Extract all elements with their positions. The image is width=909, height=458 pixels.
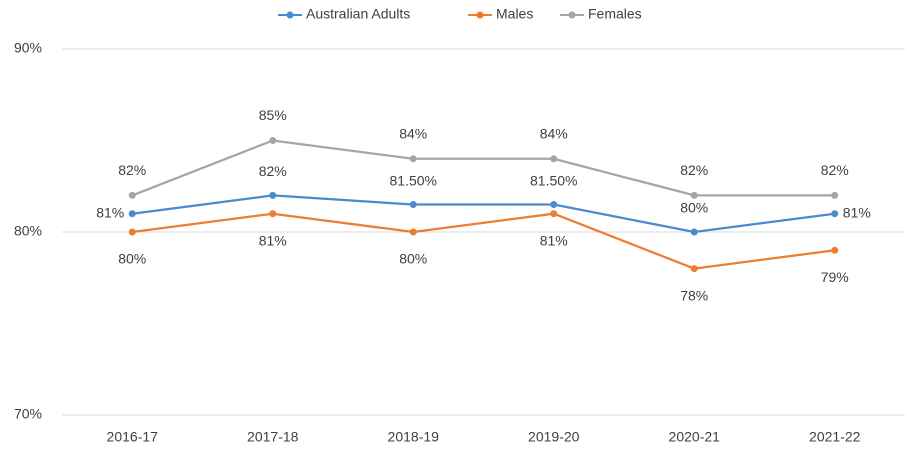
data-label: 78% bbox=[680, 287, 708, 303]
data-label: 80% bbox=[118, 251, 146, 267]
series-line bbox=[132, 212, 835, 270]
data-point bbox=[128, 228, 136, 236]
data-point bbox=[409, 201, 417, 209]
x-tick-label: 2019-20 bbox=[528, 429, 580, 445]
data-label: 81% bbox=[843, 204, 871, 220]
data-point bbox=[269, 191, 277, 199]
data-point bbox=[128, 210, 136, 218]
series-line bbox=[132, 194, 835, 234]
data-label: 81% bbox=[540, 232, 568, 248]
data-label: 82% bbox=[118, 162, 146, 178]
data-label: 84% bbox=[540, 126, 568, 142]
data-point bbox=[269, 137, 277, 144]
data-point bbox=[831, 246, 839, 254]
legend-label: Australian Adults bbox=[306, 6, 410, 22]
x-tick-label: 2017-18 bbox=[247, 429, 299, 445]
x-tick-label: 2018-19 bbox=[388, 429, 440, 445]
series-line bbox=[131, 139, 835, 197]
data-label: 80% bbox=[399, 251, 427, 267]
data-label: 84% bbox=[399, 126, 427, 142]
x-tick-label: 2016-17 bbox=[107, 429, 159, 445]
legend-label: Females bbox=[588, 6, 642, 22]
data-point bbox=[550, 210, 558, 218]
legend-marker bbox=[568, 11, 576, 19]
data-point bbox=[269, 210, 277, 218]
y-tick-label: 80% bbox=[14, 223, 42, 239]
data-point bbox=[690, 228, 698, 236]
data-point bbox=[409, 155, 417, 163]
data-point bbox=[831, 210, 839, 218]
data-label: 80% bbox=[680, 200, 708, 216]
data-label: 81% bbox=[259, 232, 287, 248]
data-label: 79% bbox=[821, 269, 849, 285]
legend-marker bbox=[286, 11, 294, 19]
data-point bbox=[550, 201, 558, 209]
data-label: 81% bbox=[96, 204, 124, 220]
legend-label: Males bbox=[496, 6, 533, 22]
legend-marker bbox=[476, 11, 484, 19]
data-point bbox=[550, 155, 558, 163]
data-label: 82% bbox=[259, 163, 287, 179]
y-tick-label: 70% bbox=[14, 406, 42, 422]
data-point bbox=[128, 191, 136, 199]
data-label: 81.50% bbox=[530, 172, 577, 188]
x-tick-label: 2021-22 bbox=[809, 429, 861, 445]
data-label: 81.50% bbox=[390, 172, 437, 188]
data-label: 82% bbox=[821, 162, 849, 178]
x-tick-label: 2020-21 bbox=[669, 429, 721, 445]
data-point bbox=[690, 265, 698, 273]
data-label: 85% bbox=[259, 107, 287, 123]
data-point bbox=[409, 228, 417, 236]
data-point bbox=[690, 191, 698, 199]
data-point bbox=[831, 191, 839, 199]
data-label: 82% bbox=[680, 162, 708, 178]
y-tick-label: 90% bbox=[14, 40, 42, 56]
